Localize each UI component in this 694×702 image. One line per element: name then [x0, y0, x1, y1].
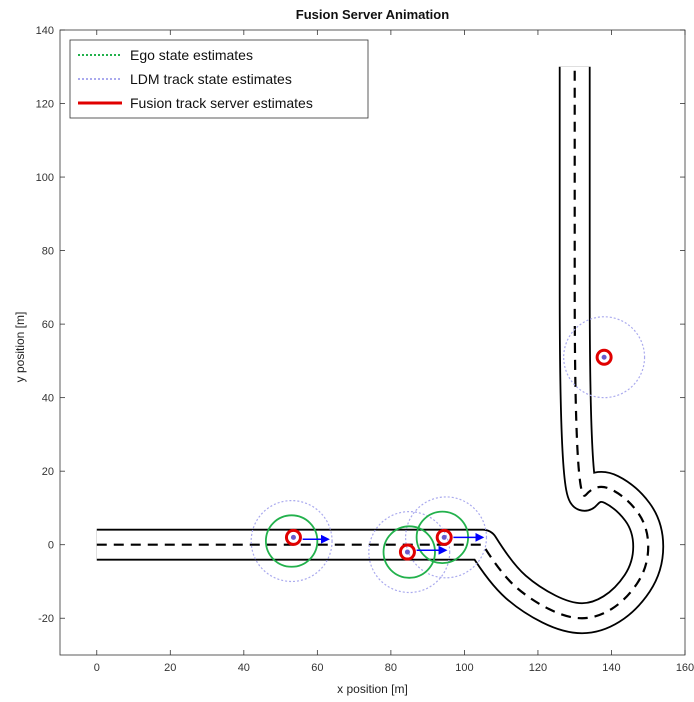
fusion-track-center — [404, 549, 410, 555]
ldm-track-ellipse — [563, 316, 646, 399]
ldm-track-ellipse — [404, 496, 488, 579]
ego-estimate-ellipse — [264, 514, 319, 568]
y-tick-label: 0 — [48, 540, 54, 552]
legend-label: Ego state estimates — [130, 47, 253, 63]
fusion-track-marker — [595, 348, 613, 366]
ldm-track-ellipse — [250, 499, 333, 583]
x-tick-label: 160 — [676, 662, 694, 674]
fusion-track-center — [601, 354, 607, 360]
x-tick-label: 120 — [529, 662, 547, 674]
axes-box — [59, 29, 686, 656]
x-tick-label: 80 — [385, 662, 397, 674]
x-tick-label: 100 — [455, 662, 473, 674]
fusion-track-marker — [398, 543, 416, 561]
y-tick-label: 140 — [36, 25, 54, 37]
y-axis-label: y position [m] — [13, 311, 27, 383]
chart-title: Fusion Server Animation — [295, 7, 450, 22]
y-tick-label: 20 — [42, 466, 54, 478]
y-tick-label: 80 — [42, 246, 54, 258]
x-axis-label: x position [m] — [337, 682, 408, 696]
y-tick-label: 120 — [36, 99, 54, 111]
fusion-track-marker — [435, 528, 453, 546]
x-tick-label: 40 — [238, 662, 250, 674]
road-centerline — [96, 66, 650, 620]
fusion-track-marker — [284, 528, 302, 546]
legend-label: Fusion track server estimates — [130, 95, 313, 111]
x-tick-label: 140 — [602, 662, 620, 674]
ldm-track-ellipse — [368, 511, 451, 594]
ego-estimate-ellipse — [382, 525, 436, 579]
fusion-track-center — [441, 534, 447, 540]
y-tick-label: 40 — [42, 393, 54, 405]
y-tick-label: 100 — [36, 172, 54, 184]
y-tick-label: 60 — [42, 319, 54, 331]
x-tick-label: 60 — [311, 662, 323, 674]
y-tick-label: -20 — [38, 613, 54, 625]
plot-content — [96, 66, 665, 635]
x-tick-label: 0 — [94, 662, 100, 674]
fusion-track-center — [290, 534, 296, 540]
x-tick-label: 20 — [164, 662, 176, 674]
legend-label: LDM track state estimates — [130, 71, 292, 87]
road-surface — [96, 66, 663, 633]
